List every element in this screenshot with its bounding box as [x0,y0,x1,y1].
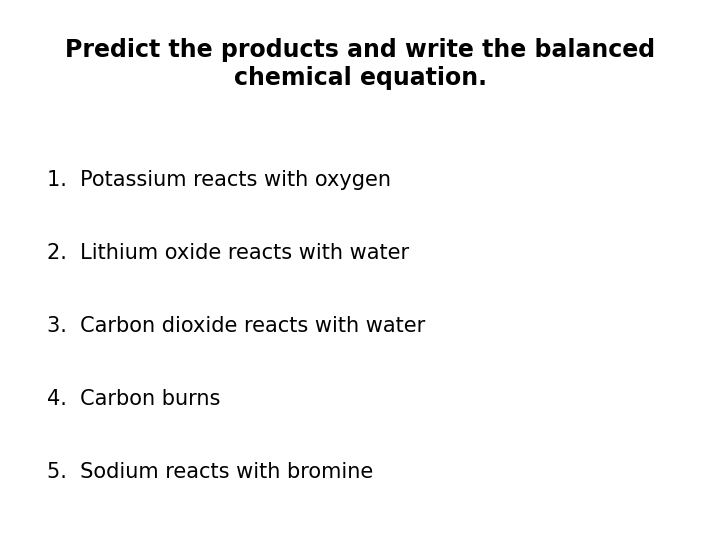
Text: Predict the products and write the balanced
chemical equation.: Predict the products and write the balan… [65,38,655,90]
Text: 2.  Lithium oxide reacts with water: 2. Lithium oxide reacts with water [47,243,409,263]
Text: 3.  Carbon dioxide reacts with water: 3. Carbon dioxide reacts with water [47,316,425,336]
Text: 4.  Carbon burns: 4. Carbon burns [47,389,220,409]
Text: 5.  Sodium reacts with bromine: 5. Sodium reacts with bromine [47,462,373,482]
Text: 1.  Potassium reacts with oxygen: 1. Potassium reacts with oxygen [47,170,391,190]
